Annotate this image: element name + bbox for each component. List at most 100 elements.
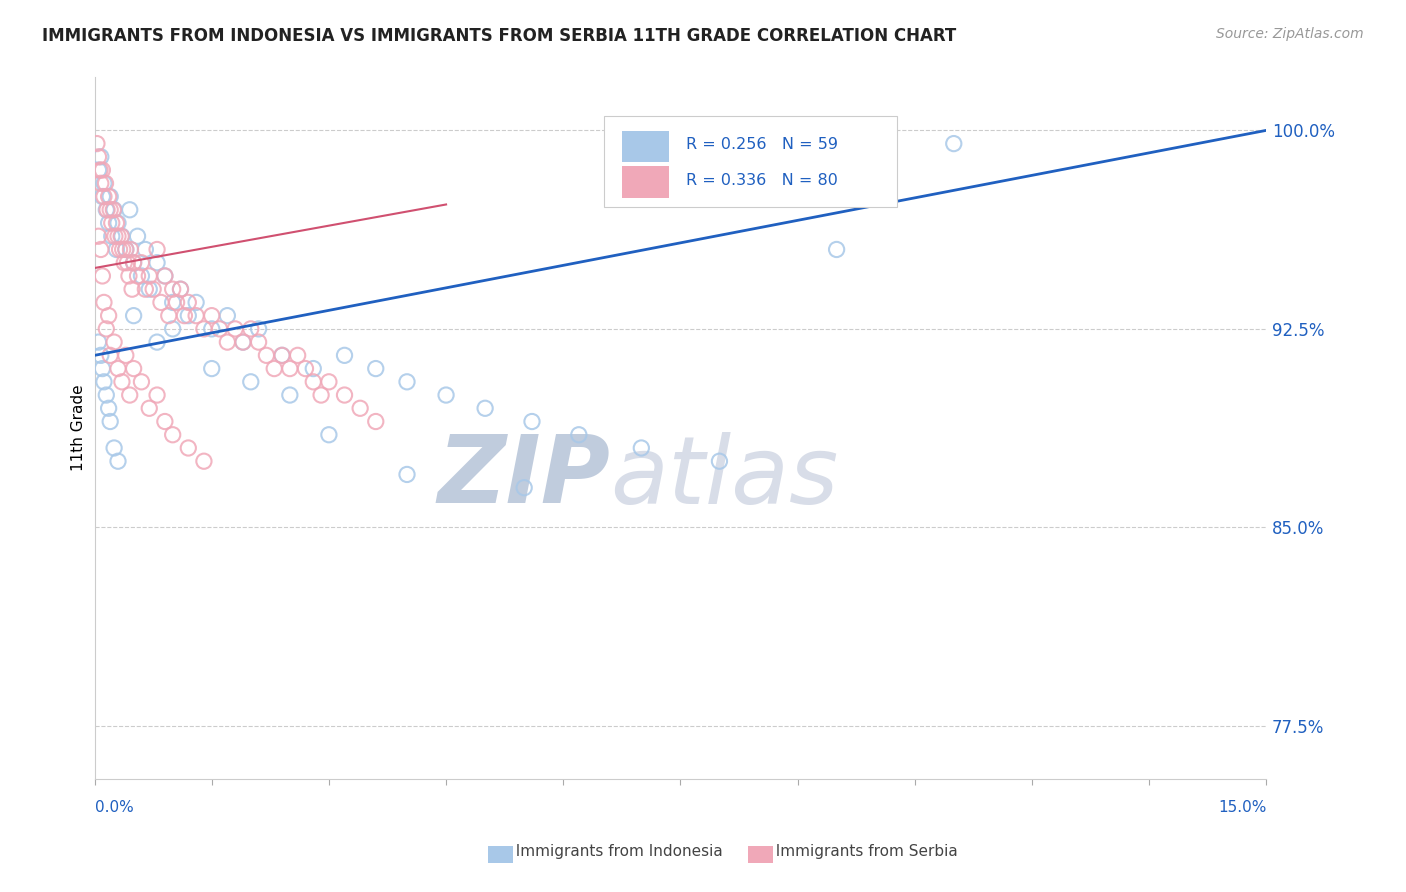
Y-axis label: 11th Grade: 11th Grade [72, 384, 86, 472]
Point [474, 401, 496, 416]
Point [134, 243, 156, 257]
Point [177, 441, 200, 455]
Point [201, 322, 224, 336]
Point [271, 348, 294, 362]
Point [434, 388, 457, 402]
FancyBboxPatch shape [605, 116, 897, 207]
Point [110, 229, 132, 244]
Point [162, 282, 184, 296]
Point [91, 189, 114, 203]
Point [513, 481, 536, 495]
Point [105, 216, 128, 230]
Point [162, 427, 184, 442]
Point [224, 322, 246, 336]
Point [134, 282, 156, 296]
Text: Source: ZipAtlas.com: Source: ZipAtlas.com [1216, 27, 1364, 41]
Point [395, 467, 418, 482]
Point [131, 256, 153, 270]
Point [138, 282, 160, 296]
Point [86, 136, 108, 151]
Text: Immigrants from Serbia: Immigrants from Serbia [766, 845, 957, 859]
Point [709, 454, 731, 468]
Point [217, 309, 239, 323]
Point [97, 216, 120, 230]
Point [87, 150, 110, 164]
Point [157, 309, 180, 323]
Point [107, 229, 129, 244]
Point [103, 202, 125, 217]
Point [138, 401, 160, 416]
Point [395, 375, 418, 389]
Point [114, 243, 136, 257]
Point [146, 335, 169, 350]
Point [96, 202, 118, 217]
Point [364, 361, 387, 376]
Text: IMMIGRANTS FROM INDONESIA VS IMMIGRANTS FROM SERBIA 11TH GRADE CORRELATION CHART: IMMIGRANTS FROM INDONESIA VS IMMIGRANTS … [42, 27, 956, 45]
Point [93, 375, 115, 389]
Point [104, 229, 127, 244]
Point [232, 335, 254, 350]
Point [131, 268, 153, 283]
Point [90, 348, 112, 362]
Point [98, 189, 121, 203]
Point [166, 295, 188, 310]
Point [149, 295, 172, 310]
Point [278, 388, 301, 402]
Point [89, 163, 111, 178]
Point [142, 282, 165, 296]
Point [193, 454, 215, 468]
Point [131, 375, 153, 389]
Point [520, 415, 543, 429]
Point [91, 268, 114, 283]
Point [96, 202, 118, 217]
Point [93, 295, 115, 310]
Point [318, 427, 340, 442]
Point [153, 268, 176, 283]
Point [247, 335, 270, 350]
Point [232, 335, 254, 350]
Point [239, 375, 262, 389]
Point [107, 361, 129, 376]
Text: atlas: atlas [610, 432, 838, 523]
Point [100, 229, 122, 244]
Point [103, 335, 125, 350]
Point [184, 309, 207, 323]
Point [318, 375, 340, 389]
Point [254, 348, 277, 362]
Point [127, 268, 149, 283]
Point [87, 229, 110, 244]
Point [193, 322, 215, 336]
Point [111, 229, 134, 244]
Text: 15.0%: 15.0% [1218, 800, 1267, 815]
Point [278, 361, 301, 376]
Point [162, 322, 184, 336]
Point [111, 375, 134, 389]
Text: Immigrants from Indonesia: Immigrants from Indonesia [506, 845, 723, 859]
Point [120, 243, 142, 257]
Point [107, 454, 129, 468]
Point [333, 348, 356, 362]
Text: R = 0.336   N = 80: R = 0.336 N = 80 [686, 173, 838, 187]
Point [302, 361, 325, 376]
Point [122, 309, 145, 323]
Bar [621, 166, 669, 198]
Point [184, 295, 207, 310]
Point [87, 335, 110, 350]
Point [294, 361, 316, 376]
Point [98, 415, 121, 429]
Point [93, 189, 115, 203]
Point [91, 163, 114, 178]
Point [349, 401, 371, 416]
Point [364, 415, 387, 429]
Point [127, 229, 149, 244]
Point [98, 202, 121, 217]
Point [333, 388, 356, 402]
Point [309, 388, 332, 402]
Point [98, 348, 121, 362]
Point [122, 256, 145, 270]
Point [96, 388, 118, 402]
Point [942, 136, 965, 151]
Point [173, 309, 195, 323]
Point [91, 361, 114, 376]
Text: 0.0%: 0.0% [94, 800, 134, 815]
